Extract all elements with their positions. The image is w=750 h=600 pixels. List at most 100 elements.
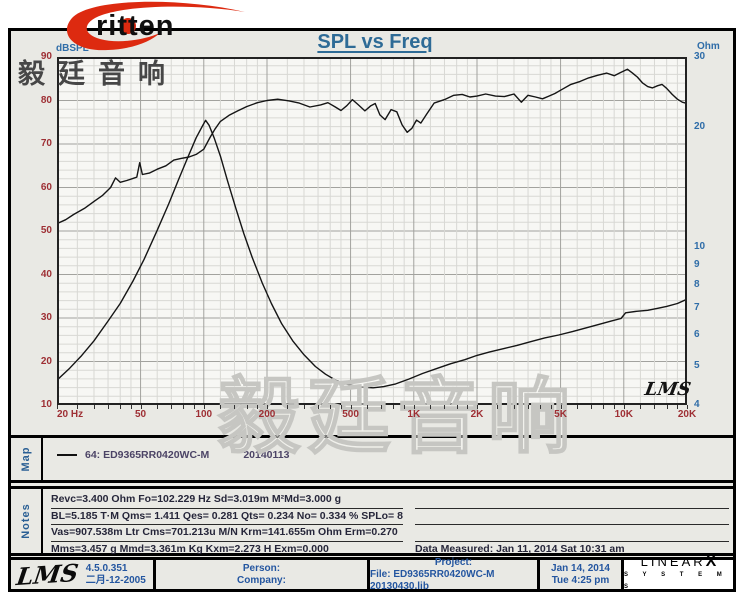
x-tick-mark xyxy=(340,405,342,409)
map-section: Map 64: ED9365RR0420WC-M 20140113 xyxy=(11,435,733,483)
x-tick-mark xyxy=(367,405,369,409)
map-section-label-column: Map xyxy=(11,438,43,480)
x-tick-mark xyxy=(203,405,205,409)
footer-person-cell: Person: Company: xyxy=(153,560,367,589)
x-tick-mark xyxy=(246,405,248,409)
x-tick-mark xyxy=(513,405,515,409)
x-tick-label: 50 xyxy=(135,409,147,420)
print-time: Tue 4:25 pm xyxy=(551,574,610,586)
y-left-tick-label: 60 xyxy=(40,181,52,193)
y-left-tick-label: 10 xyxy=(40,399,52,410)
y-right-tick-label: 9 xyxy=(694,258,700,270)
y-right-tick-label: 20 xyxy=(694,121,706,133)
x-tick-mark xyxy=(404,405,406,409)
x-tick-mark xyxy=(413,405,415,409)
x-tick-mark xyxy=(287,405,289,409)
x-tick-mark xyxy=(303,405,305,409)
x-tick-mark xyxy=(183,405,185,409)
y-right-tick-label: 30 xyxy=(694,51,706,62)
y-right-tick-label: 7 xyxy=(694,302,700,314)
map-label: Map xyxy=(20,446,32,472)
chart-title: SPL vs Freq xyxy=(317,31,433,53)
notes-line-right xyxy=(415,509,729,525)
x-tick-mark xyxy=(93,405,95,409)
x-tick-mark xyxy=(456,405,458,409)
x-tick-mark xyxy=(194,405,196,409)
x-tick-mark xyxy=(157,405,159,409)
file-label: File: ED9365RR0420WC-M 20130430.lib xyxy=(370,568,495,592)
y-left-tick-label: 20 xyxy=(40,355,52,367)
y-right-tick-label: 8 xyxy=(694,279,700,291)
notes-line: Vas=907.538m Ltr Cms=701.213u M/N Krm=14… xyxy=(51,525,403,542)
x-tick-label: 1K xyxy=(407,409,421,420)
lms-version-date: 二月-12-2005 xyxy=(85,574,146,586)
lms-logo: LMS xyxy=(14,557,81,591)
x-tick-mark xyxy=(120,405,122,409)
footer-project-cell: Project: File: ED9365RR0420WC-M 20130430… xyxy=(367,557,537,592)
legend-curve-date: 20140113 xyxy=(243,449,290,461)
y-right-tick-label: 5 xyxy=(694,360,700,372)
footer-bar: LMS 4.5.0.351 二月-12-2005 Person: Company… xyxy=(11,554,733,592)
x-tick-label: 20 Hz xyxy=(57,409,84,420)
linearx-systems-text: S Y S T E M S xyxy=(624,572,729,590)
eritten-logo: ritten 毅廷音响 xyxy=(10,0,250,89)
watermark-cjk: 毅廷音响 xyxy=(217,371,579,464)
lms-version: 4.5.0.351 xyxy=(85,562,128,574)
x-tick-mark xyxy=(560,405,562,409)
x-tick-mark xyxy=(623,405,625,409)
x-tick-mark xyxy=(267,405,268,409)
x-tick-mark xyxy=(171,405,173,409)
x-tick-mark xyxy=(654,405,656,409)
x-tick-mark xyxy=(614,405,616,409)
y-right-tick-label: 6 xyxy=(694,328,700,340)
x-tick-mark xyxy=(220,405,222,409)
legend-curve-id: 64: ED9365RR0420WC-M xyxy=(85,449,210,461)
x-tick-mark xyxy=(350,405,352,409)
x-tick-mark xyxy=(393,405,395,409)
person-label: Person: xyxy=(242,562,281,574)
x-tick-mark xyxy=(677,405,679,409)
x-tick-mark xyxy=(687,405,688,409)
x-tick-mark xyxy=(257,405,259,409)
x-tick-label: 200 xyxy=(258,409,276,420)
linearx-logo: LINEARX S Y S T E M S xyxy=(621,554,733,590)
notes-line: BL=5.185 T·M Qms= 1.411 Qes= 0.281 Qts= … xyxy=(51,509,403,525)
x-tick-label: 10K xyxy=(614,409,633,420)
eritten-swoosh-icon xyxy=(66,1,245,51)
x-tick-label: 20K xyxy=(677,409,697,420)
print-date: Jan 14, 2014 xyxy=(551,562,610,574)
notes-grid: Revc=3.400 Ohm Fo=102.229 Hz Sd=3.019m M… xyxy=(51,492,729,558)
x-tick-mark xyxy=(381,405,383,409)
x-tick-mark xyxy=(550,405,552,409)
company-label: Company: xyxy=(237,574,286,586)
y-left-tick-label: 90 xyxy=(40,51,52,62)
notes-line: Mms=3.457 g Mmd=3.361m Kg Kxm=2.273 H Ex… xyxy=(51,542,403,558)
footer-lms-cell: LMS 4.5.0.351 二月-12-2005 xyxy=(11,557,153,591)
y-left-tick-label: 40 xyxy=(40,268,52,280)
page-title: SPL vs Freq xyxy=(0,31,750,54)
x-tick-mark xyxy=(467,405,469,409)
y-left-tick-label: 80 xyxy=(40,94,52,106)
x-tick-mark xyxy=(528,405,530,409)
x-tick-mark xyxy=(330,405,332,409)
x-tick-mark xyxy=(666,405,668,409)
linearx-wordmark: LINEARX xyxy=(641,553,717,570)
linearx-x: X xyxy=(705,553,717,570)
notes-line: Revc=3.400 Ohm Fo=102.229 Hz Sd=3.019m M… xyxy=(51,492,403,509)
x-tick-mark xyxy=(477,405,478,409)
x-tick-label: 2K xyxy=(470,409,484,420)
x-tick-mark xyxy=(497,405,499,409)
y-right-tick-label: 10 xyxy=(694,240,706,252)
x-tick-mark xyxy=(603,405,605,409)
notes-line-right xyxy=(415,492,729,509)
y-right-tick-label: 4 xyxy=(694,399,700,410)
x-tick-label: 5K xyxy=(554,409,567,420)
notes-label: Notes xyxy=(20,503,32,539)
x-tick-mark xyxy=(444,405,446,409)
right-axis-unit-label: Ohm xyxy=(697,41,720,52)
eritten-logo-cjk: 毅廷音响 xyxy=(18,59,178,89)
x-tick-mark xyxy=(140,405,142,409)
notes-section: Notes Revc=3.400 Ohm Fo=102.229 Hz Sd=3.… xyxy=(11,486,733,558)
x-tick-mark xyxy=(577,405,579,409)
